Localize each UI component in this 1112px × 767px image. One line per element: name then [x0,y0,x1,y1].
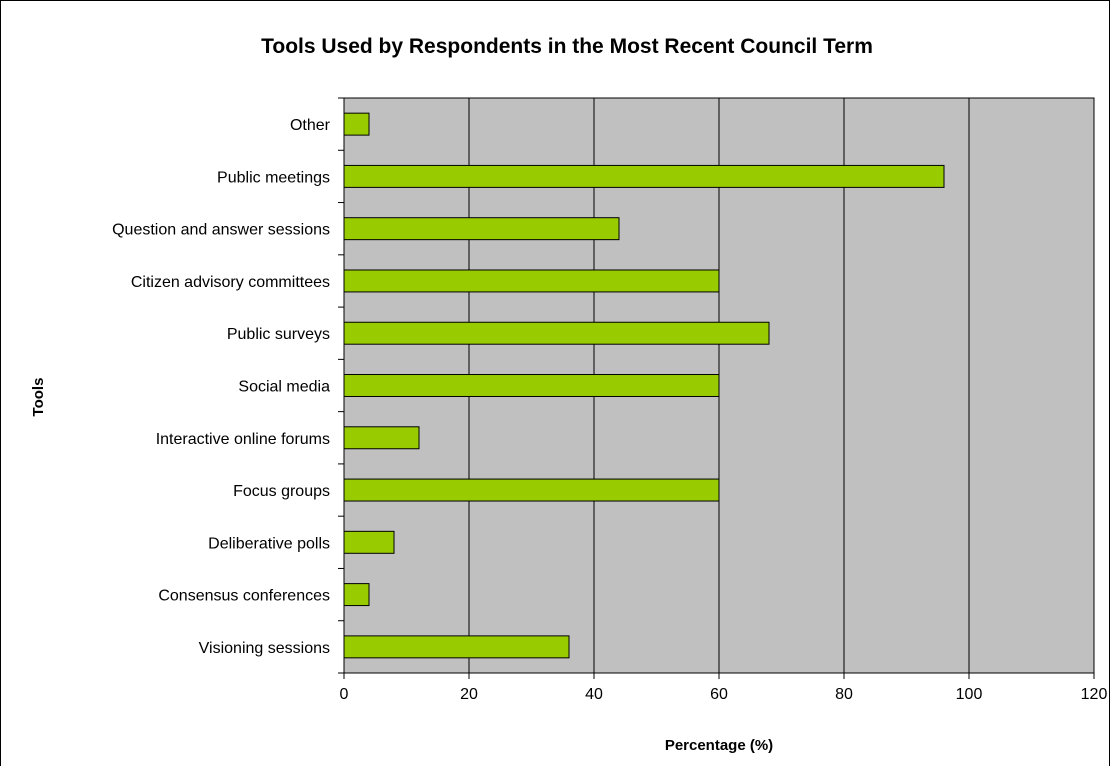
bar-question-and-answer-sessions [343,217,620,241]
bar-consensus-conferences [343,583,370,607]
category-label: Visioning sessions [199,640,330,657]
bar-social-media [343,374,720,397]
category-label: Other [290,117,331,134]
y-axis-title: Tools [30,378,47,417]
bar-focus-groups [343,478,720,502]
y-axis-ticks [338,97,344,674]
x-tick-label: 40 [585,686,603,703]
x-axis-ticks: 0 20 40 60 80 100 120 [340,673,1108,703]
category-label: Public surveys [227,326,330,343]
x-tick-label: 80 [835,686,853,703]
x-axis-title: Percentage (%) [665,737,773,754]
category-label: Public meetings [217,169,330,186]
category-label: Focus groups [233,483,330,500]
bar-deliberative-polls [343,530,395,554]
bar-visioning-sessions [343,635,570,659]
bar-other [343,112,370,136]
category-label: Consensus conferences [158,588,330,605]
x-tick-label: 100 [956,686,983,703]
chart-title: Tools Used by Respondents in the Most Re… [261,35,873,58]
category-labels: Other Public meetings Question and answer … [112,117,331,657]
bar-interactive-online-forums [343,426,420,450]
bar-public-meetings [343,164,945,188]
category-label: Interactive online forums [156,431,330,448]
bars [343,112,945,659]
bar-citizen-advisory-committees [343,269,720,293]
x-tick-label: 120 [1081,686,1108,703]
x-tick-label: 60 [710,686,728,703]
x-tick-label: 0 [340,686,349,703]
category-label: Social media [238,379,330,396]
category-label: Deliberative polls [208,535,330,552]
x-tick-label: 20 [460,686,478,703]
category-label: Citizen advisory committees [131,274,330,291]
bar-public-surveys [343,321,770,345]
category-label: Question and answer sessions [112,222,330,239]
